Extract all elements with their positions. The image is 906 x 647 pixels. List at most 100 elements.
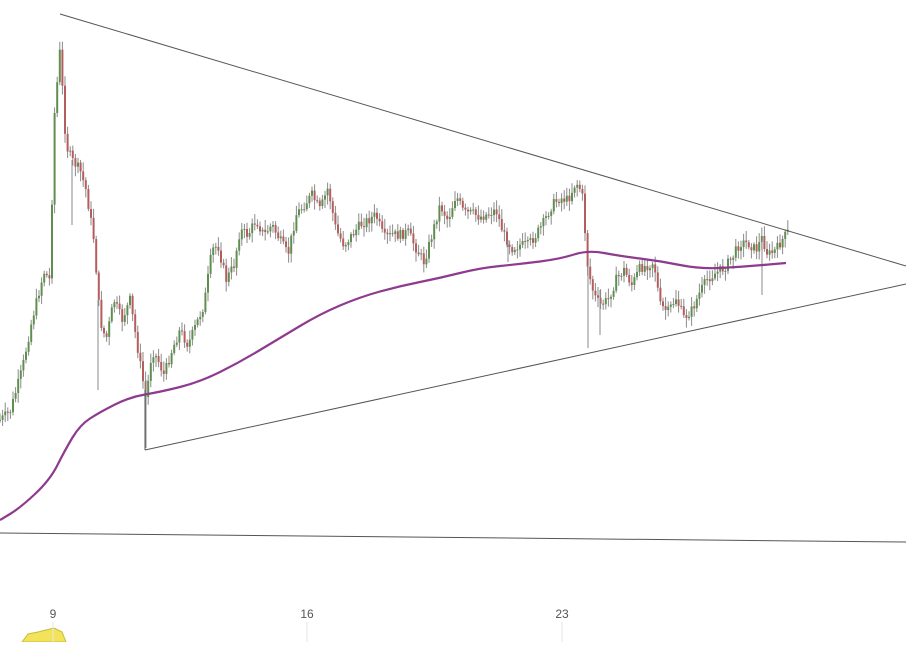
candle-down (220, 250, 222, 263)
candle-down (417, 252, 420, 255)
trendlines-layer (0, 13, 906, 543)
candle-up (435, 221, 438, 225)
candle-up (204, 292, 207, 312)
candle-up (113, 302, 116, 308)
candle-down (729, 258, 732, 260)
candle-down (383, 228, 386, 233)
candle-down (274, 225, 277, 233)
candle-up (344, 245, 347, 247)
candle-down (487, 214, 490, 216)
candle-up (573, 187, 576, 193)
candle-down (87, 189, 90, 209)
candle-up (30, 324, 33, 342)
trendline (59, 13, 906, 267)
candle-down (331, 201, 334, 213)
candle-up (295, 215, 298, 231)
candle-down (490, 215, 493, 216)
candle-down (597, 295, 599, 298)
candle-up (347, 242, 350, 246)
candle-down (116, 302, 118, 304)
x-tick-label: 9 (50, 607, 57, 621)
candle-up (311, 190, 313, 196)
candle-up (758, 242, 761, 252)
candle-down (693, 306, 696, 309)
candle-down (664, 306, 667, 310)
candle-down (342, 238, 345, 247)
candle-up (623, 267, 625, 276)
candle-up (9, 412, 12, 414)
candle-up (480, 216, 482, 220)
candle-up (373, 212, 376, 217)
x-tick-label: 16 (300, 607, 314, 621)
candle-down (160, 362, 163, 371)
candle-up (196, 319, 199, 325)
candle-up (230, 266, 233, 273)
candle-up (152, 357, 155, 363)
volume-area (21, 627, 67, 643)
candle-up (675, 299, 677, 305)
candle-up (526, 240, 529, 242)
candle-up (742, 240, 745, 248)
moving-average-line (0, 250, 787, 521)
candle-up (734, 246, 737, 258)
candle-down (656, 272, 659, 288)
candle-up (350, 234, 352, 243)
candle-down (745, 240, 748, 243)
candle-down (334, 212, 337, 225)
candle-up (261, 229, 264, 232)
candle-up (698, 292, 701, 299)
moving-average-layer (0, 250, 787, 521)
candle-down (589, 266, 592, 280)
candle-down (264, 229, 267, 232)
candle-up (539, 226, 542, 228)
candle-up (126, 305, 129, 316)
candle-down (532, 238, 534, 243)
candle-up (781, 238, 784, 248)
candle-up (305, 203, 308, 210)
candle-down (477, 215, 480, 220)
candle-up (194, 325, 196, 330)
candle-down (329, 188, 332, 202)
candle-down (142, 361, 144, 382)
candle-down (482, 216, 485, 220)
candle-up (604, 298, 607, 305)
candle-down (464, 207, 467, 210)
candle-up (308, 195, 311, 204)
candle-up (175, 342, 178, 345)
candle-up (576, 184, 579, 188)
candle-down (337, 224, 339, 234)
candle-up (357, 221, 360, 230)
candle-up (425, 258, 428, 265)
candle-down (503, 230, 506, 232)
candle-up (542, 218, 545, 227)
candle-up (565, 195, 568, 202)
candle-up (669, 304, 672, 307)
candle-up (537, 227, 540, 239)
candle-up (201, 312, 204, 317)
candle-down (139, 352, 142, 362)
candle-up (248, 233, 251, 237)
candle-up (292, 230, 295, 236)
candle-up (19, 370, 22, 379)
candle-up (326, 188, 329, 196)
candle-up (40, 282, 43, 296)
candle-up (12, 398, 14, 413)
candle-up (32, 315, 35, 325)
candle-up (716, 271, 719, 274)
candle-down (412, 233, 415, 244)
candle-down (381, 221, 384, 229)
candle-up (571, 192, 573, 202)
candle-down (602, 303, 605, 305)
candle-up (394, 231, 397, 234)
candle-down (498, 214, 501, 219)
candle-down (378, 218, 381, 222)
candle-up (58, 49, 61, 83)
candle-up (355, 229, 358, 236)
candle-up (227, 272, 230, 282)
candle-down (103, 328, 105, 334)
candle-down (654, 264, 657, 273)
candle-down (256, 224, 259, 227)
candle-up (768, 250, 771, 255)
candle-down (500, 219, 503, 231)
candle-down (607, 298, 610, 300)
